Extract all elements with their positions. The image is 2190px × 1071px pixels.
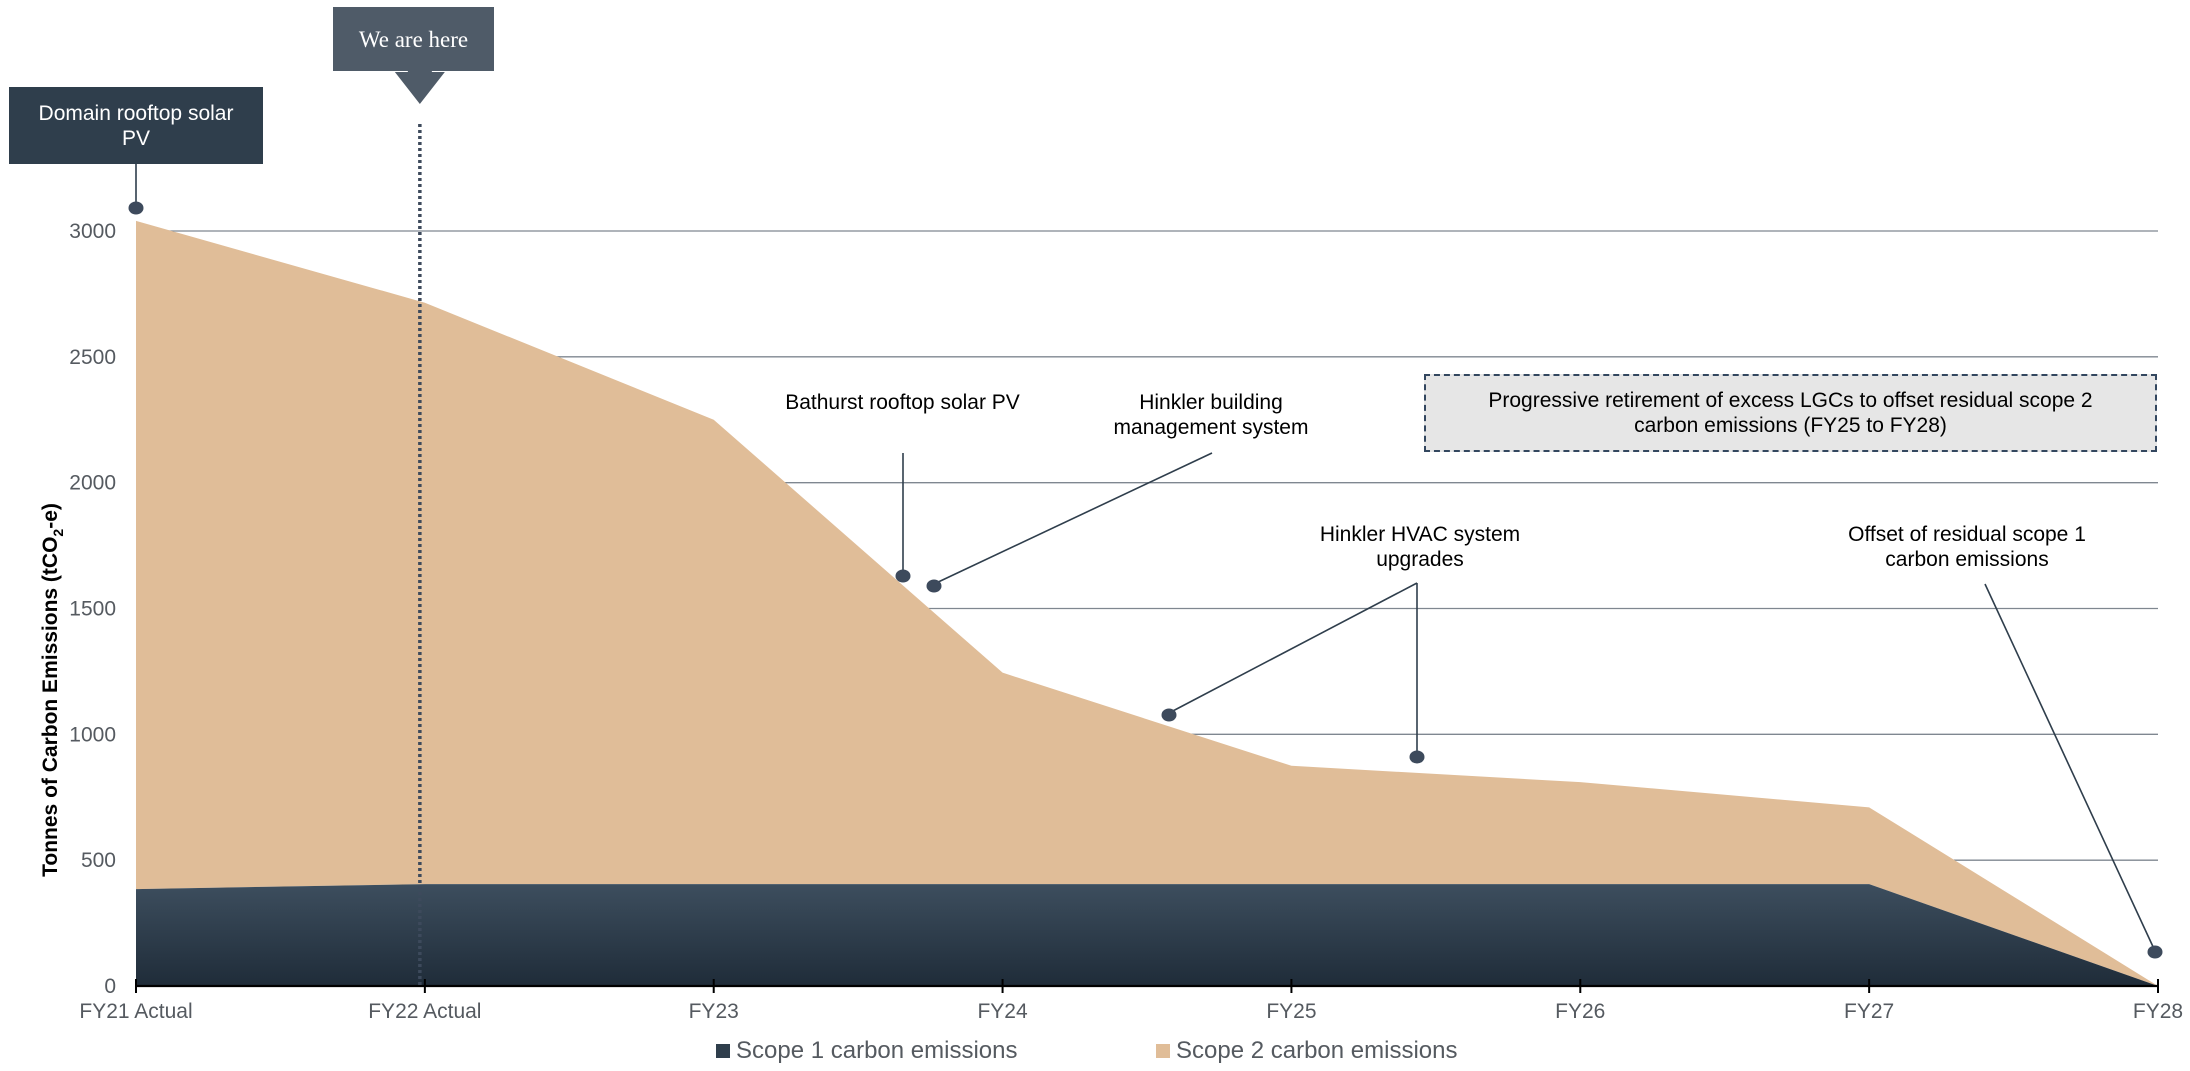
series-area-scope1 xyxy=(136,884,2158,986)
series-area-scope2 xyxy=(136,220,2158,986)
legend-item-scope2: Scope 2 carbon emissions xyxy=(1156,1037,1457,1065)
x-tick-label: FY26 xyxy=(1555,1000,1605,1023)
scope1-offset-dot xyxy=(2147,945,2163,959)
legend-swatch-scope2 xyxy=(1156,1044,1170,1058)
axes: 0 500 1000 1500 2000 2500 3000 FY21 Actual FY22 … xyxy=(69,220,2183,1023)
x-tick-label: FY21 Actual xyxy=(79,1000,192,1023)
bathurst-solar-annotation: Bathurst rooftop solar PV xyxy=(785,391,1020,414)
x-tick-label: FY28 xyxy=(2133,1000,2183,1023)
we-are-here-callout: We are here xyxy=(333,7,494,71)
hvac-leader-a xyxy=(1168,582,1418,714)
y-tick-label: 0 xyxy=(104,975,116,998)
legend-swatch-scope1 xyxy=(716,1044,730,1058)
domain-solar-dot xyxy=(128,201,144,215)
x-tick-label: FY24 xyxy=(977,1000,1028,1023)
y-tick-label: 500 xyxy=(81,849,116,872)
we-are-here-text: We are here xyxy=(358,26,469,52)
legend-label-scope1: Scope 1 carbon emissions xyxy=(736,1037,1018,1064)
we-are-here-arrow-icon xyxy=(394,72,445,104)
hvac-dot-b xyxy=(1409,750,1425,764)
area-series xyxy=(136,220,2158,986)
scope1-offset-leader xyxy=(1984,583,2156,952)
y-tick-label: 1000 xyxy=(69,723,116,746)
x-tick-label: FY23 xyxy=(689,1000,739,1023)
hinkler-bms-annotation: Hinkler building management system xyxy=(1113,391,1309,439)
y-tick-label: 2500 xyxy=(69,346,116,369)
domain-solar-callout: Domain rooftop solar PV xyxy=(9,87,263,164)
domain-solar-callout-text: Domain rooftop solar PV xyxy=(38,101,234,150)
annotation-leaders xyxy=(128,70,2163,986)
we-are-here-arrow-stem xyxy=(407,70,432,74)
y-tick-label: 2000 xyxy=(69,472,116,495)
hinkler-hvac-annotation: Hinkler HVAC system upgrades xyxy=(1319,523,1521,571)
hvac-dot-a xyxy=(1161,708,1177,722)
legend-item-scope1: Scope 1 carbon emissions xyxy=(716,1037,1017,1065)
y-tick-label: 3000 xyxy=(69,220,116,243)
y-axis-label: Tonnes of Carbon Emissions (tCO2-e) xyxy=(39,503,66,877)
x-tick-label: FY22 Actual xyxy=(368,1000,481,1023)
bathurst-dot xyxy=(895,569,911,583)
lgc-retirement-callout: Progressive retirement of excess LGCs to… xyxy=(1424,374,2157,452)
scope1-offset-annotation: Offset of residual scope 1 carbon emissi… xyxy=(1848,523,2086,571)
x-tick-label: FY25 xyxy=(1266,1000,1316,1023)
x-tick-label: FY27 xyxy=(1844,1000,1894,1023)
legend-label-scope2: Scope 2 carbon emissions xyxy=(1176,1037,1458,1064)
hinkler-bms-dot xyxy=(926,579,942,593)
lgc-retirement-text: Progressive retirement of excess LGCs to… xyxy=(1488,389,2093,437)
y-tick-label: 1500 xyxy=(69,598,116,621)
hinkler-bms-leader xyxy=(933,452,1213,585)
